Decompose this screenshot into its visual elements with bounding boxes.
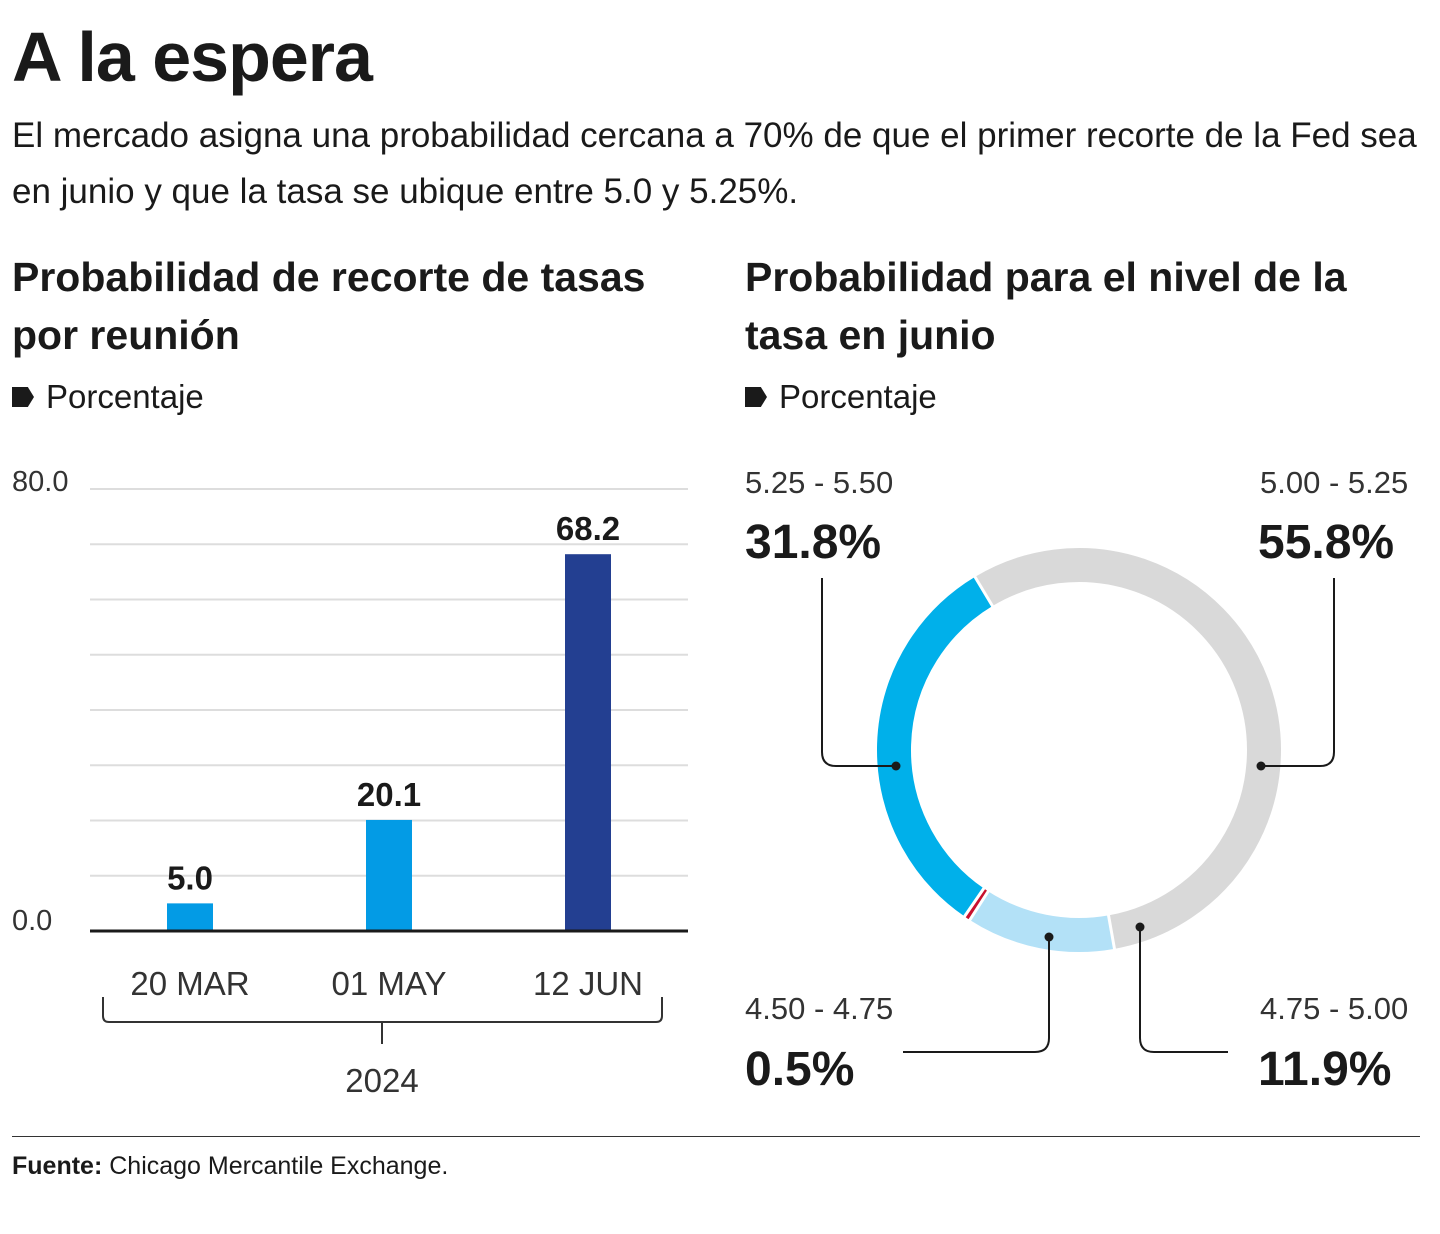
slice-range-label: 4.75 - 5.00 [1260, 991, 1408, 1026]
bar-value-label: 68.2 [556, 510, 620, 547]
leader-dot [1135, 922, 1145, 932]
y-tick-label-min: 0.0 [12, 905, 52, 937]
bar [366, 819, 412, 931]
bar [565, 554, 611, 931]
page-title: A la espera [12, 18, 373, 96]
slice-value-label: 55.8% [1258, 516, 1394, 569]
slice-range-label: 5.00 - 5.25 [1260, 465, 1408, 500]
tag-marker-icon [12, 387, 34, 407]
leader-line [1261, 578, 1335, 767]
source-label: Fuente: [12, 1152, 103, 1180]
slice-separator [962, 886, 986, 919]
donut-slice [974, 548, 1281, 949]
donut-slice [877, 576, 993, 917]
x-tick-label: 01 MAY [332, 965, 447, 1002]
bar-unit-label: Porcentaje [46, 378, 204, 415]
donut-chart-title: Probabilidad para el nivel de la tasa en… [745, 254, 1347, 358]
leader-line [821, 578, 896, 767]
year-label: 2024 [345, 1062, 418, 1099]
donut-unit-label: Porcentaje [779, 378, 937, 415]
slice-separator [973, 575, 995, 608]
source-text: Chicago Mercantile Exchange. [109, 1152, 449, 1180]
bar [167, 903, 213, 931]
slice-value-label: 31.8% [745, 516, 881, 569]
donut-chart-unit: Porcentaje [745, 377, 937, 417]
leader-dot [891, 761, 901, 771]
leader-line [1139, 927, 1228, 1053]
bar-chart: 80.0 0.0 5.0 20 MAR 20.1 01 MAY 68.2 12 JUN 2024 [12, 466, 688, 1099]
bar-chart-unit: Porcentaje [12, 377, 204, 417]
source-note: Fuente: Chicago Mercantile Exchange. [12, 1150, 448, 1182]
x-tick-label: 20 MAR [130, 965, 249, 1002]
slice-value-label: 11.9% [1258, 1043, 1391, 1096]
bar-value-label: 5.0 [167, 859, 213, 896]
tag-marker-icon [745, 387, 767, 407]
leader-line [903, 937, 1050, 1053]
bar-value-label: 20.1 [357, 776, 421, 813]
y-tick-label-max: 80.0 [12, 466, 68, 498]
x-tick-label: 12 JUN [533, 965, 643, 1002]
year-bracket [102, 997, 663, 1044]
footer-divider [12, 1136, 1420, 1137]
leader-dot [1256, 761, 1266, 771]
donut-chart: 5.00 - 5.25 55.8% 4.75 - 5.00 11.9% 4.50 - 4… [745, 465, 1408, 1096]
slice-separator [1106, 914, 1117, 951]
page-subtitle: El mercado asigna una probabilidad cerca… [12, 116, 1417, 211]
donut-slice [969, 891, 1115, 952]
slice-range-label: 5.25 - 5.50 [745, 465, 893, 500]
bar-chart-title: Probabilidad de recorte de tasas por reu… [12, 254, 646, 358]
slice-separator [968, 889, 990, 922]
leader-dot [1044, 932, 1054, 942]
slice-value-label: 0.5% [745, 1043, 854, 1096]
slice-range-label: 4.50 - 4.75 [745, 991, 893, 1026]
